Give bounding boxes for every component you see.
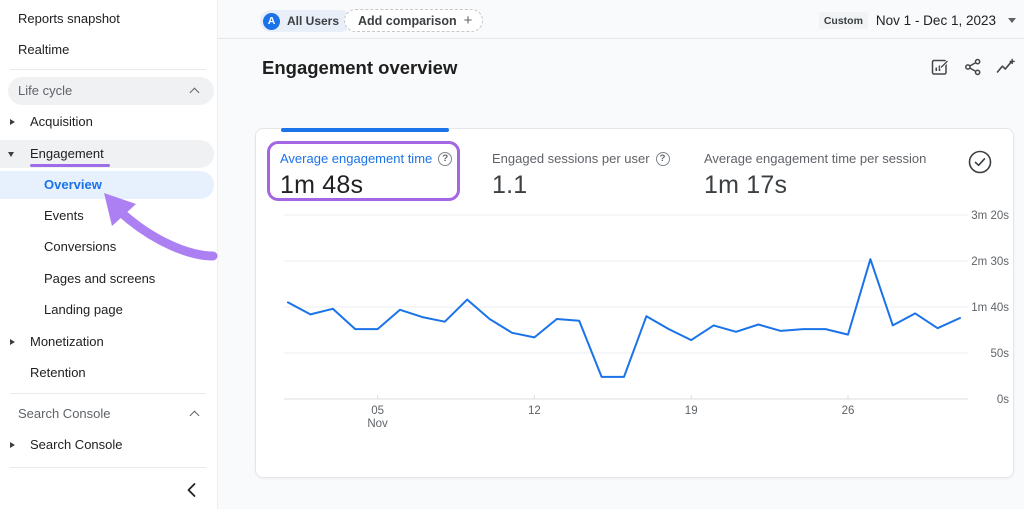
divider [10,393,206,394]
metric-value: 1.1 [492,171,670,200]
sidebar-item-conversions[interactable]: Conversions [0,233,214,261]
metric-tab-average-engagement-time[interactable]: Average engagement time ? 1m 48s [280,151,452,200]
expand-arrow-icon [10,442,15,448]
share-icon[interactable] [963,57,983,77]
purple-underline-annotation [30,164,110,167]
chevron-left-icon [182,480,202,500]
svg-text:0s: 0s [997,394,1009,406]
active-tab-indicator [281,128,449,132]
chevron-up-icon [190,411,200,421]
chevron-down-icon [1008,18,1016,23]
svg-text:2m 30s: 2m 30s [971,256,1009,268]
divider [218,38,1024,39]
sidebar-item-overview[interactable]: Overview [0,171,214,199]
sidebar-item-retention[interactable]: Retention [0,359,214,387]
sidebar-item-reports-snapshot[interactable]: Reports snapshot [0,5,214,33]
customize-report-icon[interactable] [930,57,950,77]
plus-icon: + [464,12,473,29]
svg-text:3m 20s: 3m 20s [971,210,1009,222]
expand-arrow-icon [10,119,15,125]
metric-tab-engaged-sessions-per-user[interactable]: Engaged sessions per user ? 1.1 [492,151,670,200]
help-icon[interactable]: ? [656,152,670,166]
svg-text:50s: 50s [990,348,1009,360]
svg-text:19: 19 [685,405,698,417]
insights-icon[interactable] [996,57,1016,77]
sidebar-collapse-button[interactable] [182,480,202,500]
help-icon[interactable]: ? [438,152,452,166]
svg-text:12: 12 [528,405,541,417]
check-circle-icon[interactable] [967,149,993,175]
svg-text:26: 26 [842,405,855,417]
engagement-overview-card: Average engagement time ? 1m 48s Engaged… [255,128,1014,478]
segment-avatar: A [263,13,280,30]
chevron-up-icon [190,88,200,98]
date-range-type-badge: Custom [819,12,868,29]
metric-value: 1m 17s [704,171,926,200]
svg-text:Nov: Nov [367,418,388,430]
divider [10,69,206,70]
sidebar-item-pages-and-screens[interactable]: Pages and screens [0,265,214,293]
sidebar-item-landing-page[interactable]: Landing page [0,296,214,324]
svg-text:1m 40s: 1m 40s [971,302,1009,314]
date-range-picker[interactable]: Custom Nov 1 - Dec 1, 2023 [819,12,1016,29]
sidebar-item-realtime[interactable]: Realtime [0,36,214,64]
sidebar: Reports snapshot Realtime Life cycle Acq… [0,0,218,509]
engagement-line-chart: 0s 50s 1m 40s 2m 30s 3m 20s 05Nov 12 19 26 [256,199,1015,449]
metric-tab-avg-engagement-time-per-session[interactable]: Average engagement time per session 1m 1… [704,151,926,200]
add-comparison-button[interactable]: Add comparison + [344,9,483,32]
svg-text:05: 05 [371,405,384,417]
divider [10,467,206,468]
segment-chip-all-users[interactable]: A All Users [260,10,351,32]
sidebar-item-monetization[interactable]: Monetization [0,328,214,356]
sidebar-item-events[interactable]: Events [0,202,214,230]
sidebar-item-search-console[interactable]: Search Console [0,431,214,459]
sidebar-section-life-cycle[interactable]: Life cycle [8,77,214,105]
collapse-arrow-icon [8,152,14,157]
sidebar-item-acquisition[interactable]: Acquisition [0,108,214,136]
metric-value: 1m 48s [280,171,452,200]
report-actions [930,57,1016,77]
expand-arrow-icon [10,339,15,345]
page-title: Engagement overview [262,57,457,79]
date-range-text: Nov 1 - Dec 1, 2023 [876,13,996,28]
sidebar-section-search-console[interactable]: Search Console [0,400,214,428]
